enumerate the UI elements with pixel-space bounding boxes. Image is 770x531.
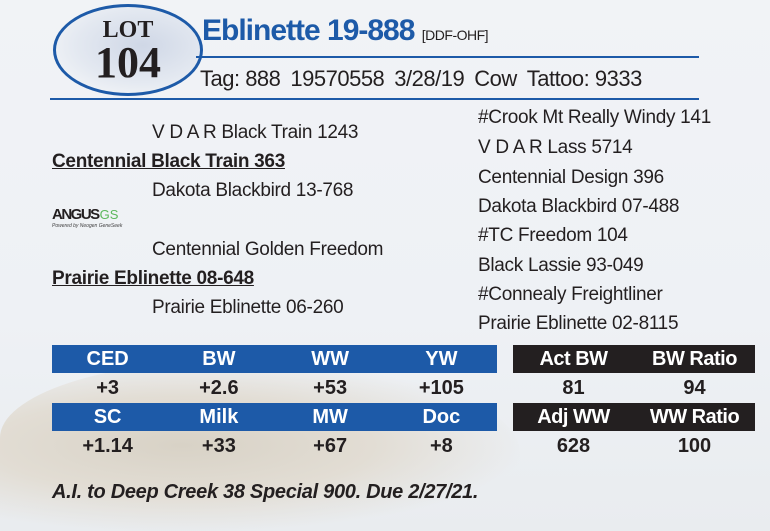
registration-number: 19570558 [290, 66, 385, 91]
epd-header: WW [274, 345, 386, 373]
sire: Centennial Black Train 363 [52, 151, 285, 172]
epd-value-row: +3 +2.6 +53 +105 [52, 373, 497, 403]
epd-table: CED BW WW YW +3 +2.6 +53 +105 SC Milk MW… [52, 345, 497, 461]
sire-dam: Dakota Blackbird 13-768 [152, 180, 354, 201]
great-grandparent: #TC Freedom 104 [478, 225, 628, 246]
epd-value: +105 [418, 376, 464, 399]
epd-value: +1.14 [82, 434, 133, 457]
logo-brand: ANGUS [52, 206, 100, 223]
performance-header: BW Ratio [634, 345, 755, 373]
performance-value: 94 [683, 376, 706, 399]
epd-header: BW [163, 345, 275, 373]
performance-value-row: 81 94 [513, 373, 755, 403]
animal-details: Tag: 888 19570558 3/28/19 Cow Tattoo: 9333 [200, 66, 652, 92]
great-grandparent: Dakota Blackbird 07-488 [478, 196, 680, 217]
great-grandparent: #Connealy Freightliner [478, 284, 663, 305]
logo-suffix: GS [99, 207, 119, 222]
epd-value: +67 [313, 434, 348, 457]
lot-badge: LOT 104 [53, 4, 203, 96]
great-grandparent: Black Lassie 93-049 [478, 255, 644, 276]
tag-number: Tag: 888 [200, 66, 281, 91]
epd-header: SC [52, 403, 164, 431]
angus-gs-logo: ANGUSGS Powered by Neogen GeneSeek [52, 206, 122, 229]
performance-header: WW Ratio [634, 403, 755, 431]
dam: Prairie Eblinette 08-648 [52, 268, 254, 289]
dam-dam: Prairie Eblinette 06-260 [152, 297, 344, 318]
tattoo: Tattoo: 9333 [526, 66, 643, 91]
great-grandparent: Prairie Eblinette 02-8115 [478, 313, 679, 334]
performance-header: Act BW [513, 345, 634, 373]
background-rock-image [0, 360, 520, 531]
performance-value: 628 [556, 434, 591, 457]
breeding-note: A.I. to Deep Creek 38 Special 900. Due 2… [52, 481, 479, 503]
great-grandparent: #Crook Mt Really Windy 141 [478, 107, 711, 128]
performance-table: Act BW BW Ratio 81 94 Adj WW WW Ratio 62… [513, 345, 755, 461]
great-grandparent: V D A R Lass 5714 [478, 137, 633, 158]
performance-header-row: Act BW BW Ratio [513, 345, 755, 373]
epd-header-row: CED BW WW YW [52, 345, 497, 373]
birth-date: 3/28/19 [394, 66, 465, 91]
epd-value: +3 [96, 376, 120, 399]
title-divider [196, 56, 699, 58]
epd-value: +8 [429, 434, 453, 457]
epd-header: MW [274, 403, 386, 431]
lot-number: 104 [95, 38, 161, 87]
epd-value: +53 [313, 376, 348, 399]
registration-code: [DDF-OHF] [421, 27, 489, 43]
animal-name: Eblinette 19-888 [202, 14, 415, 47]
performance-value: 100 [677, 434, 712, 457]
great-grandparent: Centennial Design 396 [478, 167, 664, 188]
epd-value: +33 [201, 434, 236, 457]
dam-sire: Centennial Golden Freedom [152, 239, 384, 260]
performance-header-row: Adj WW WW Ratio [513, 403, 755, 431]
details-divider [50, 98, 699, 100]
animal-title: Eblinette 19-888 [DDF-OHF] [202, 14, 489, 48]
epd-header-row: SC Milk MW Doc [52, 403, 497, 431]
performance-value-row: 628 100 [513, 431, 755, 461]
lot-label: LOT [102, 17, 154, 43]
logo-tagline: Powered by Neogen GeneSeek [52, 223, 123, 229]
performance-value: 81 [562, 376, 585, 399]
performance-header: Adj WW [513, 403, 634, 431]
epd-value: +2.6 [199, 376, 239, 399]
epd-header: YW [385, 345, 497, 373]
epd-header: CED [52, 345, 164, 373]
sire-sire: V D A R Black Train 1243 [152, 122, 359, 143]
epd-header: Milk [163, 403, 275, 431]
epd-header: Doc [385, 403, 497, 431]
sex: Cow [474, 66, 517, 91]
epd-value-row: +1.14 +33 +67 +8 [52, 431, 497, 461]
